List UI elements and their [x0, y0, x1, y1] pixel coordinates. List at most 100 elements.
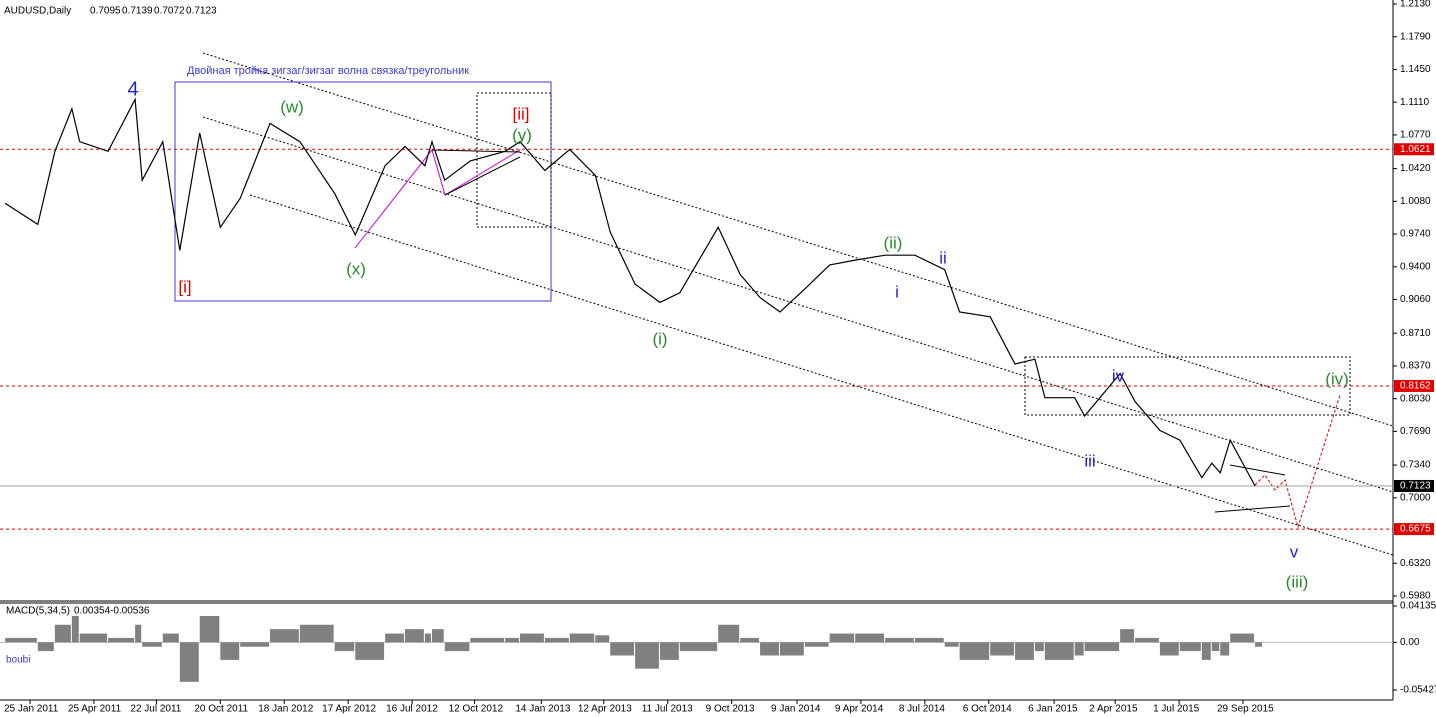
- x-tick-label: 22 Jul 2011: [130, 704, 181, 715]
- macd-bar: [179, 642, 199, 682]
- x-tick-label: 16 Jul 2012: [386, 704, 438, 715]
- level-label-box: [1394, 523, 1434, 536]
- indicator-note: boubi: [6, 655, 30, 666]
- y-tick-label: 0.9740: [1400, 229, 1431, 240]
- x-tick-label: 6 Oct 2014: [963, 704, 1012, 715]
- y-tick-label: 0.7000: [1400, 492, 1431, 503]
- macd-bar: [779, 642, 804, 656]
- macd-bar: [1074, 642, 1084, 656]
- wave-label: v: [1290, 542, 1299, 561]
- x-tick-label: 2 Apr 2015: [1089, 704, 1138, 715]
- ohlc-value: 0.7139: [122, 6, 153, 17]
- level-label: 1.0621: [1400, 144, 1431, 155]
- wave-label: 4: [127, 78, 138, 100]
- macd-bar: [54, 624, 71, 643]
- macd-bar: [1179, 642, 1201, 652]
- y-tick-label: 1.0420: [1400, 163, 1431, 174]
- macd-bar: [1220, 642, 1230, 656]
- macd-bar: [142, 642, 162, 647]
- macd-bar: [1084, 642, 1120, 652]
- macd-bar: [635, 642, 659, 669]
- wave-label: i: [895, 282, 899, 301]
- macd-bar: [610, 642, 635, 656]
- indicator-value: -0.00536: [110, 606, 150, 617]
- level-label: 0.6675: [1400, 524, 1431, 535]
- macd-bar: [1230, 633, 1255, 643]
- level-label-box: [1394, 479, 1434, 492]
- level-label: 0.8162: [1400, 381, 1431, 392]
- macd-bar: [1135, 637, 1159, 643]
- y-tick-label: 0.7340: [1400, 460, 1431, 471]
- ohlc-value: 0.7072: [154, 6, 185, 17]
- level-label-box: [1394, 379, 1434, 392]
- x-tick-label: 29 Sep 2015: [1217, 704, 1274, 715]
- y-tick-label: 0.9060: [1400, 294, 1431, 305]
- projection-line: [1254, 394, 1341, 529]
- price-line: [4, 97, 1256, 487]
- y-tick-label: 1.0080: [1400, 196, 1431, 207]
- macd-bar: [1201, 642, 1211, 660]
- x-tick-label: 12 Apr 2013: [578, 704, 632, 715]
- y-tick-label: 0.8030: [1400, 393, 1431, 404]
- macd-bar: [1159, 642, 1179, 656]
- triangle-line: [444, 156, 521, 196]
- y-tick-label: 0.5980: [1400, 591, 1431, 602]
- wave-label: [ii]: [513, 104, 530, 123]
- macd-bar: [914, 637, 944, 643]
- wave-line: [354, 148, 521, 249]
- wave-label: ii: [939, 248, 947, 267]
- x-tick-label: 6 Jan 2015: [1028, 704, 1078, 715]
- y-tick-label: 0.6320: [1400, 558, 1431, 569]
- x-tick-label: 11 Jul 2013: [642, 704, 693, 715]
- wave-label: iv: [1112, 366, 1125, 385]
- macd-bar: [470, 637, 505, 643]
- level-label-box: [1394, 143, 1434, 156]
- macd-bar: [595, 635, 610, 643]
- y-tick-label: 0.9400: [1400, 261, 1431, 272]
- wave-label: (iii): [1286, 572, 1309, 591]
- macd-bar: [270, 629, 299, 643]
- y-tick-label: 1.1110: [1400, 97, 1430, 108]
- x-tick-label: 1 Jul 2015: [1153, 704, 1200, 715]
- macd-bar: [885, 637, 914, 643]
- wave-label: Двойная тройка зигзаг/зигзаг волна связк…: [187, 65, 469, 77]
- wave-label: (w): [280, 97, 304, 116]
- ohlc-value: 0.7095: [90, 6, 121, 17]
- macd-bar: [37, 642, 54, 652]
- macd-bar: [1255, 642, 1263, 647]
- macd-bar: [71, 615, 79, 643]
- macd-bar: [1015, 642, 1034, 660]
- y-tick-label: 1.2130: [1400, 0, 1431, 10]
- macd-bar: [424, 633, 431, 643]
- macd-bar: [990, 642, 1015, 656]
- x-tick-label: 18 Jan 2012: [258, 704, 313, 715]
- macd-bar: [79, 633, 108, 643]
- y-tick-label: 0.04135: [1400, 601, 1436, 612]
- macd-bar: [944, 642, 959, 647]
- triangle-line: [1229, 464, 1286, 476]
- macd-bar: [1034, 642, 1044, 652]
- macd-bar: [679, 642, 718, 652]
- macd-bar: [659, 642, 679, 660]
- wave-label: iii: [1084, 451, 1095, 470]
- x-tick-label: 8 Jul 2014: [899, 704, 946, 715]
- indicator-title: MACD(5,34,5): [6, 606, 70, 617]
- chart-title: AUDUSD,Daily: [4, 6, 71, 17]
- x-tick-label: 9 Apr 2014: [835, 704, 884, 715]
- macd-bar: [520, 633, 544, 643]
- macd-bar: [431, 629, 444, 643]
- indicator-value: 0.00354: [74, 606, 111, 617]
- x-tick-label: 25 Jan 2011: [4, 704, 59, 715]
- macd-bar: [829, 633, 855, 643]
- y-tick-label: 0.8710: [1400, 328, 1431, 339]
- macd-bar: [1211, 642, 1220, 652]
- wave-label: (y): [512, 125, 532, 144]
- pattern-box: [476, 92, 552, 228]
- wave-label: (ii): [884, 233, 903, 252]
- macd-bar: [355, 642, 385, 660]
- y-tick-label: 1.1790: [1400, 31, 1431, 42]
- macd-bar: [135, 624, 142, 643]
- macd-bar: [760, 642, 779, 656]
- macd-bar: [162, 633, 179, 643]
